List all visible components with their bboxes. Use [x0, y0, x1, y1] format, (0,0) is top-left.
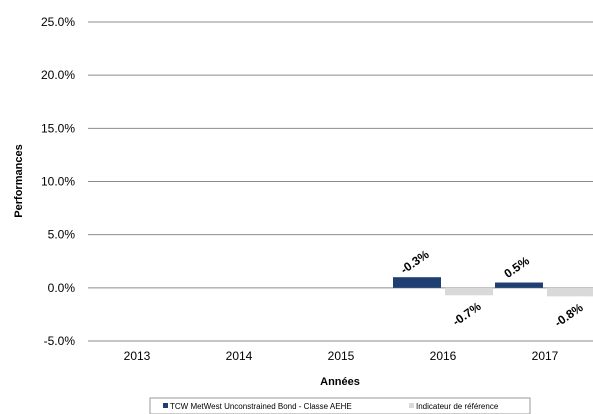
y-tick-label: 10.0%: [41, 175, 75, 189]
x-axis-title: Années: [320, 376, 360, 388]
x-tick-label: 2015: [328, 349, 355, 363]
data-label: -0.3%: [398, 247, 432, 277]
legend-label-series-2: Indicateur de référence: [416, 402, 499, 411]
legend: TCW MetWest Unconstrained Bond - Classe …: [149, 397, 531, 414]
y-axis-title: Performances: [13, 144, 25, 217]
legend-swatch-series-2: [409, 403, 414, 408]
data-label: -0.8%: [552, 300, 586, 330]
y-axis-ticks: -5.0% 0.0% 5.0% 10.0% 15.0% 20.0% 25.0%: [41, 15, 75, 348]
bar: [495, 282, 543, 288]
x-axis-ticks: 2013 2014 2015 2016 2017: [124, 349, 559, 363]
y-tick-label: 5.0%: [48, 228, 76, 242]
x-tick-label: 2017: [532, 349, 559, 363]
bar: [393, 277, 441, 288]
y-tick-label: 15.0%: [41, 121, 75, 135]
y-tick-label: -5.0%: [44, 334, 76, 348]
y-tick-label: 0.0%: [48, 281, 76, 295]
x-tick-label: 2013: [124, 349, 151, 363]
bar: [445, 287, 493, 296]
bars: [393, 277, 593, 297]
bar: [547, 287, 593, 297]
data-label: 0.5%: [501, 253, 532, 280]
legend-box: [149, 397, 531, 414]
gridlines: [88, 21, 593, 342]
x-tick-label: 2014: [226, 349, 253, 363]
data-label: -0.7%: [450, 299, 484, 329]
x-tick-label: 2016: [430, 349, 457, 363]
legend-label-series-1: TCW MetWest Unconstrained Bond - Classe …: [170, 402, 352, 411]
legend-swatch-series-1: [163, 403, 168, 408]
y-tick-label: 25.0%: [41, 15, 75, 29]
y-tick-label: 20.0%: [41, 68, 75, 82]
